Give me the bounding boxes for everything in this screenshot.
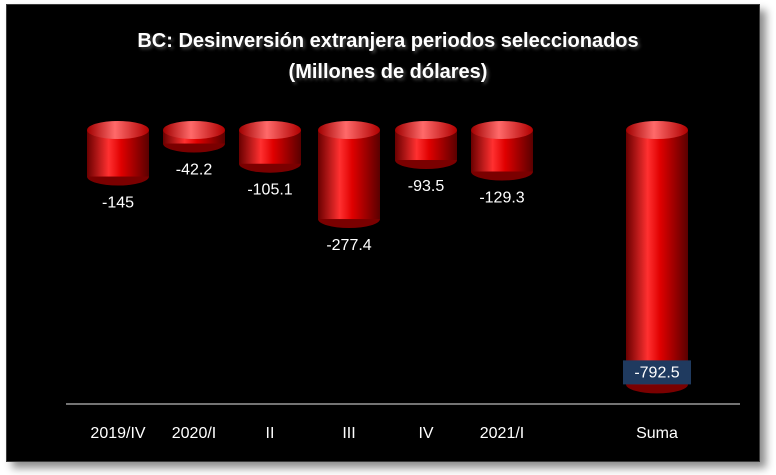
- data-label-background: [623, 360, 691, 385]
- data-label: -42.2: [176, 162, 213, 179]
- x-tick-label: IV: [418, 425, 433, 442]
- data-label: -145: [102, 195, 134, 212]
- x-tick-label: II: [266, 425, 275, 442]
- data-label: -93.5: [408, 178, 445, 195]
- bar-2021/I: [471, 121, 533, 181]
- bar-top-cap: [626, 121, 688, 139]
- x-tick-label: 2020/I: [172, 425, 216, 442]
- bar-top-cap: [239, 121, 301, 139]
- bars-group: [87, 121, 688, 394]
- data-labels: -145 -42.2 -105.1 -277.4 -93.5 -129.3 -792.5: [102, 162, 691, 385]
- data-label: -105.1: [247, 182, 292, 199]
- bar-top-cap: [87, 121, 149, 139]
- bar-IV: [395, 121, 457, 170]
- chart-subtitle: (Millones de dólares): [288, 61, 488, 83]
- chart-title: BC: Desinversión extranjera periodos sel…: [137, 30, 639, 52]
- chart-title-block: BC: Desinversión extranjera periodos sel…: [0, 26, 776, 88]
- bar-top-cap: [471, 121, 533, 139]
- bar-top-cap: [318, 121, 380, 139]
- x-tick-label: 2021/I: [480, 425, 524, 442]
- bar-III: [318, 121, 380, 229]
- x-tick-labels: 2019/IV 2020/I II III IV 2021/I Suma: [90, 425, 678, 442]
- bar-body: [626, 130, 688, 385]
- data-label: -792.5: [634, 364, 679, 381]
- bar-2020/I: [163, 121, 225, 153]
- data-label: -129.3: [479, 190, 524, 207]
- x-tick-label: III: [342, 425, 355, 442]
- bar-2019/IV: [87, 121, 149, 186]
- bar-II: [239, 121, 301, 173]
- x-tick-label: Suma: [636, 425, 678, 442]
- bar-Suma: [626, 121, 688, 394]
- bar-top-cap: [163, 121, 225, 139]
- bar-body: [318, 130, 380, 220]
- x-tick-label: 2019/IV: [90, 425, 145, 442]
- data-label: -277.4: [326, 237, 371, 254]
- bar-top-cap: [395, 121, 457, 139]
